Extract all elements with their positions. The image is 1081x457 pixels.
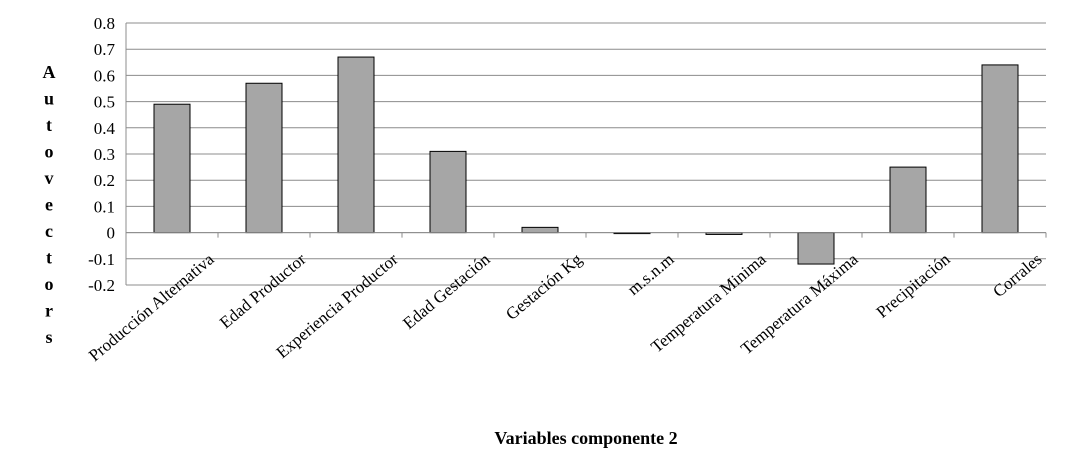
bar-4	[429, 150, 467, 234]
y-axis-label-char: o	[45, 274, 54, 294]
category-label: Edad Gestación	[399, 249, 494, 333]
y-axis-label-char: v	[45, 168, 54, 188]
y-axis-label-char: t	[46, 248, 52, 268]
y-axis-label-char: o	[45, 142, 54, 162]
y-axis-label-char: r	[45, 301, 53, 321]
y-tick-label: 0.6	[94, 66, 115, 85]
y-tick-label: 0.7	[94, 40, 116, 59]
y-tick-labels: 0.8 0.7 0.6 0.5 0.4 0.3 0.2 0.1 0 -0.1 -0.2	[88, 14, 115, 295]
y-tick-label: 0.8	[94, 14, 115, 33]
category-label: Gestación Kg	[502, 249, 586, 324]
category-label: m.s.n.m	[624, 250, 678, 299]
y-axis-label-char: t	[46, 115, 52, 135]
y-tick-label: -0.2	[88, 276, 115, 295]
axes	[125, 23, 1047, 285]
bar-9	[889, 166, 927, 234]
y-tick-label: -0.1	[88, 250, 115, 269]
y-tick-label: 0	[107, 224, 116, 243]
y-axis-label-char: A	[43, 62, 56, 82]
bar-1	[153, 103, 191, 234]
y-axis-label-char: u	[44, 89, 54, 109]
y-tick-label: 0.1	[94, 197, 115, 216]
bar-3	[337, 56, 375, 234]
y-tick-label: 0.4	[94, 119, 116, 138]
bar-10	[981, 64, 1019, 234]
y-tick-label: 0.5	[94, 93, 115, 112]
y-axis-label-char: s	[45, 327, 52, 347]
bar-2	[245, 82, 283, 234]
y-tick-label: 0.3	[94, 145, 115, 164]
y-axis-label-char: e	[45, 195, 53, 215]
y-axis-label-char: c	[45, 221, 53, 241]
category-label: Corrales	[989, 250, 1045, 302]
category-label: Edad Productor	[216, 249, 310, 332]
bar-5	[521, 226, 559, 234]
bar-8	[797, 232, 835, 265]
x-axis-label: Variables componente 2	[494, 428, 677, 448]
y-tick-label: 0.2	[94, 171, 115, 190]
bars	[153, 56, 1019, 265]
